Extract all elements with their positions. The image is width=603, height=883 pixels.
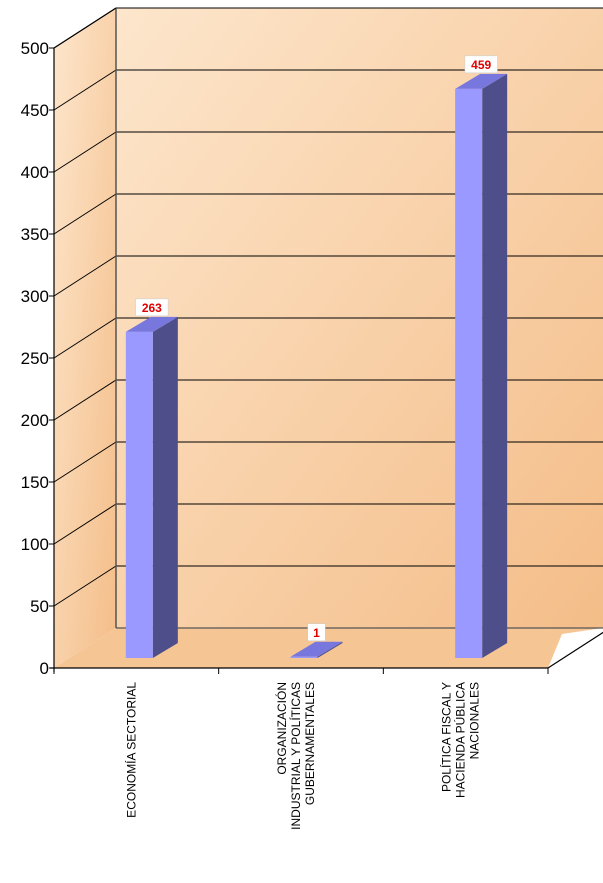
bar-front [290, 656, 318, 658]
y-tick-label: 450 [21, 101, 49, 120]
y-tick-label: 0 [40, 659, 49, 678]
data-label-box [307, 623, 326, 642]
floor-right-edge [547, 631, 603, 669]
chart-data-labels: 263 1 459 [135, 55, 498, 642]
gridline-diagonal [53, 379, 117, 421]
gridline-diagonal [53, 69, 117, 111]
category-label: GUBERNAMENTALES [303, 682, 317, 805]
gridline-diagonal [53, 317, 117, 359]
bar-front [455, 88, 483, 659]
data-label: 1 [313, 626, 320, 640]
x-axis-category-labels: ECONOMÍA SECTORIAL ORGANIZACIÓN INDUSTRIAL… [123, 682, 481, 830]
chart-axes [49, 7, 603, 674]
y-tick-label: 350 [21, 225, 49, 244]
bar-side [317, 641, 343, 658]
bar-top [455, 73, 508, 89]
gridline-diagonal [53, 193, 117, 235]
bar-top [125, 316, 178, 332]
gridline-diagonal [53, 565, 117, 607]
y-tick-label: 400 [21, 163, 49, 182]
chart-gridlines [53, 7, 603, 607]
category-label: ORGANIZACIÓN [274, 682, 289, 775]
gridline-diagonal [53, 131, 117, 173]
data-label-box [135, 298, 169, 317]
category-label: ECONOMÍA SECTORIAL [123, 682, 138, 818]
category-label: POLÍTICA FISCAL Y [439, 682, 454, 792]
data-label: 459 [471, 58, 491, 72]
gridline-diagonal [53, 503, 117, 545]
data-label-box [464, 55, 498, 74]
bar-side [482, 73, 508, 659]
bar-front [125, 331, 153, 658]
bar [455, 73, 508, 659]
y-tick-label: 150 [21, 473, 49, 492]
top-diagonal [53, 7, 117, 49]
y-tick-label: 250 [21, 349, 49, 368]
data-label: 263 [142, 301, 162, 315]
y-tick-label: 50 [30, 597, 49, 616]
bar-side [152, 316, 178, 658]
bar [125, 316, 178, 658]
chart-bars [125, 73, 508, 659]
y-tick-label: 300 [21, 287, 49, 306]
bar-top [290, 641, 343, 657]
bar [290, 641, 343, 658]
category-label: HACIENDA PÚBLICA [453, 682, 468, 798]
y-tick-label: 100 [21, 535, 49, 554]
category-label: INDUSTRIAL Y POLÍTICAS [288, 682, 303, 830]
gridline-diagonal [53, 255, 117, 297]
y-tick-label: 500 [21, 39, 49, 58]
category-label: NACIONALES [468, 682, 482, 759]
y-axis-tick-labels: 0 50 100 150 200 250 300 350 400 450 500 [21, 39, 49, 678]
y-tick-label: 200 [21, 411, 49, 430]
gridline-diagonal [53, 441, 117, 483]
